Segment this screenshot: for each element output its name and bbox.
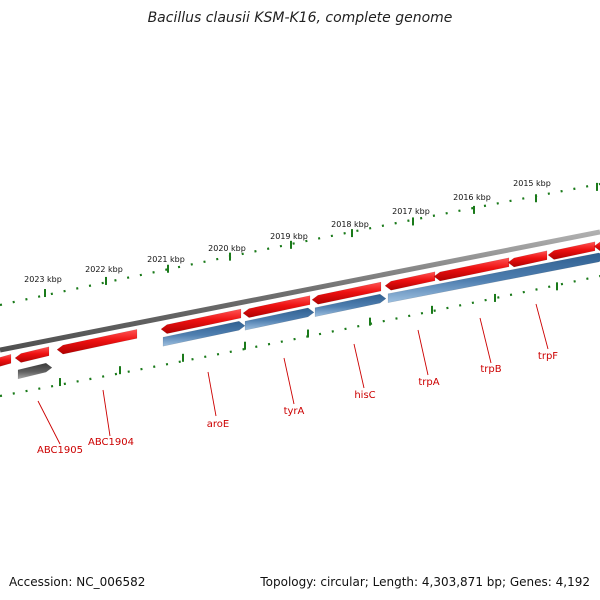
forward-gene-arrow	[507, 250, 548, 268]
gene-label-lines	[37, 303, 549, 445]
other-gene-arrow	[17, 362, 53, 380]
scale-label: 2018 kbp	[331, 220, 369, 229]
accession-text: Accession: NC_006582	[9, 575, 146, 589]
forward-gene-arrow	[311, 281, 382, 305]
gene-label: trpF	[538, 351, 558, 362]
gene-label: ABC1904	[88, 437, 134, 448]
gene-labels: ABC1905 ABC1904 aroE tyrA hisC trpA trpB trpF	[37, 351, 558, 456]
genes	[0, 241, 600, 380]
gene-leader-line	[207, 371, 217, 417]
scale-label: 2020 kbp	[208, 244, 246, 253]
reverse-gene-arrow	[162, 320, 246, 347]
gene-leader-line	[102, 389, 111, 437]
gene-leader-line	[283, 357, 295, 405]
genome-backbone	[0, 229, 600, 353]
gene-leader-line	[37, 400, 61, 445]
forward-gene-arrow	[56, 329, 138, 355]
forward-gene-arrow	[593, 241, 600, 252]
gene-label: trpA	[418, 377, 439, 388]
map-title: Bacillus clausii KSM-K16, complete genom…	[147, 10, 453, 26]
gene-label: tyrA	[284, 406, 305, 417]
outer-tick-ring	[0, 182, 600, 307]
gene-leader-line	[479, 317, 492, 364]
inner-tick-ring	[0, 274, 600, 398]
scale-label: 2017 kbp	[392, 207, 430, 216]
forward-gene-arrow	[14, 346, 50, 363]
scale-label: 2023 kbp	[24, 275, 62, 284]
reverse-gene-arrow	[314, 293, 387, 317]
gene-label: aroE	[207, 419, 229, 430]
scale-label: 2015 kbp	[513, 179, 551, 188]
forward-gene-arrow	[242, 295, 311, 318]
reverse-gene-arrow	[244, 307, 315, 331]
scale-label: 2016 kbp	[453, 193, 491, 202]
gene-leader-line	[417, 329, 429, 376]
scale-label: 2021 kbp	[147, 255, 185, 264]
forward-gene-arrow	[160, 308, 242, 334]
gene-label: trpB	[480, 364, 501, 375]
scale-label: 2022 kbp	[85, 265, 123, 274]
forward-gene-arrow	[0, 353, 12, 367]
gene-label: hisC	[354, 390, 375, 401]
topology-summary: Topology: circular; Length: 4,303,871 bp…	[260, 575, 590, 589]
gene-leader-line	[353, 343, 365, 389]
scale-label: 2019 kbp	[270, 232, 308, 241]
major-ticks	[44, 182, 598, 387]
gene-leader-line	[535, 303, 549, 350]
scale-labels: 2023 kbp 2022 kbp 2021 kbp 2020 kbp 2019 kbp…	[24, 179, 551, 284]
reverse-gene-arrow	[387, 252, 600, 304]
gene-label: ABC1905	[37, 445, 83, 456]
